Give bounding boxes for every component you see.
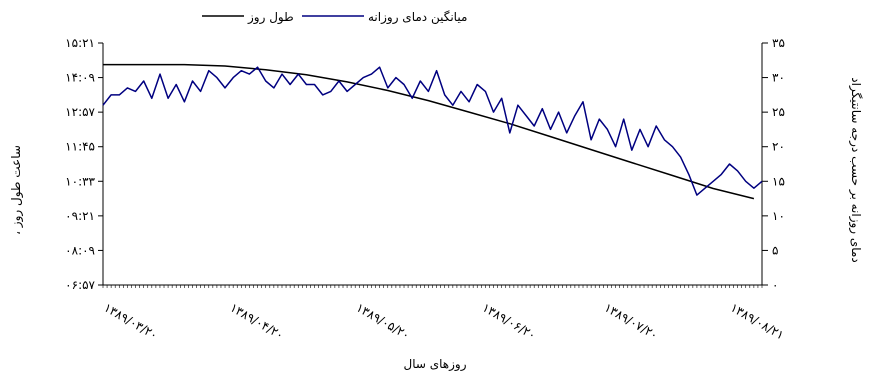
legend: طول روز میانگین دمای روزانه	[202, 10, 467, 25]
x-axis-tick-label: ۱۳۸۹/۰۸/۲۱	[728, 300, 787, 342]
left-axis-tick-label: ۰۶:۵۷	[65, 278, 95, 292]
x-axis-tick-label: ۱۳۸۹/۰۵/۲۰	[354, 300, 413, 342]
x-axis-tick-label: ۱۳۸۹/۰۴/۲۰	[228, 300, 287, 342]
series-line-temperature	[103, 67, 762, 195]
x-axis-tick-label: ۱۳۸۹/۰۶/۲۰	[480, 300, 539, 342]
right-axis-title: دمای روزانه بر حسب درجه سانتیگراد	[848, 77, 863, 262]
right-axis-tick-label: ۲۵	[772, 105, 785, 119]
right-axis-tick-label: ۳۰	[772, 71, 785, 85]
series-layer	[103, 65, 762, 199]
x-axis-title: روزهای سال	[403, 357, 466, 371]
legend-label-temperature: میانگین دمای روزانه	[368, 10, 467, 25]
left-axis-tick-label: ۱۵:۲۱	[65, 36, 95, 50]
right-axis-tick-label: ۱۵	[772, 174, 785, 188]
series-line-day_length	[103, 65, 754, 199]
right-axis-tick-label: ۰	[772, 278, 778, 292]
legend-label-day-length: طول روز	[247, 10, 294, 25]
right-axis-tick-label: ۲۰	[772, 140, 785, 154]
left-axis-tick-label: ۱۰:۳۳	[65, 174, 95, 188]
right-axis-tick-label: ۳۵	[772, 36, 785, 50]
left-axis-tick-label: ۱۱:۴۵	[65, 140, 95, 154]
right-axis-tick-label: ۵	[772, 243, 778, 257]
left-axis-tick-label: ۱۲:۵۷	[65, 105, 95, 119]
x-axis-tick-label: ۱۳۸۹/۰۷/۲۰	[602, 300, 661, 342]
left-axis-tick-label: ۰۹:۲۱	[65, 209, 95, 223]
left-axis-tick-label: ۰۸:۰۹	[65, 243, 95, 257]
left-axis-tick-label: ۱۴:۰۹	[65, 71, 95, 85]
x-axis-tick-label: ۱۳۸۹/۰۳/۲۰	[102, 300, 161, 342]
right-axis-tick-label: ۱۰	[772, 209, 785, 223]
left-axis-title: ، ساعت طول روز	[9, 145, 24, 235]
axes: ۰۶:۵۷ ۰۸:۰۹ ۰۹:۲۱ ۱۰:۳۳ ۱۱:۴۵ ۱۲:۵۷ ۱۴:۰۹ ۱۵:۲۱…	[65, 36, 786, 342]
